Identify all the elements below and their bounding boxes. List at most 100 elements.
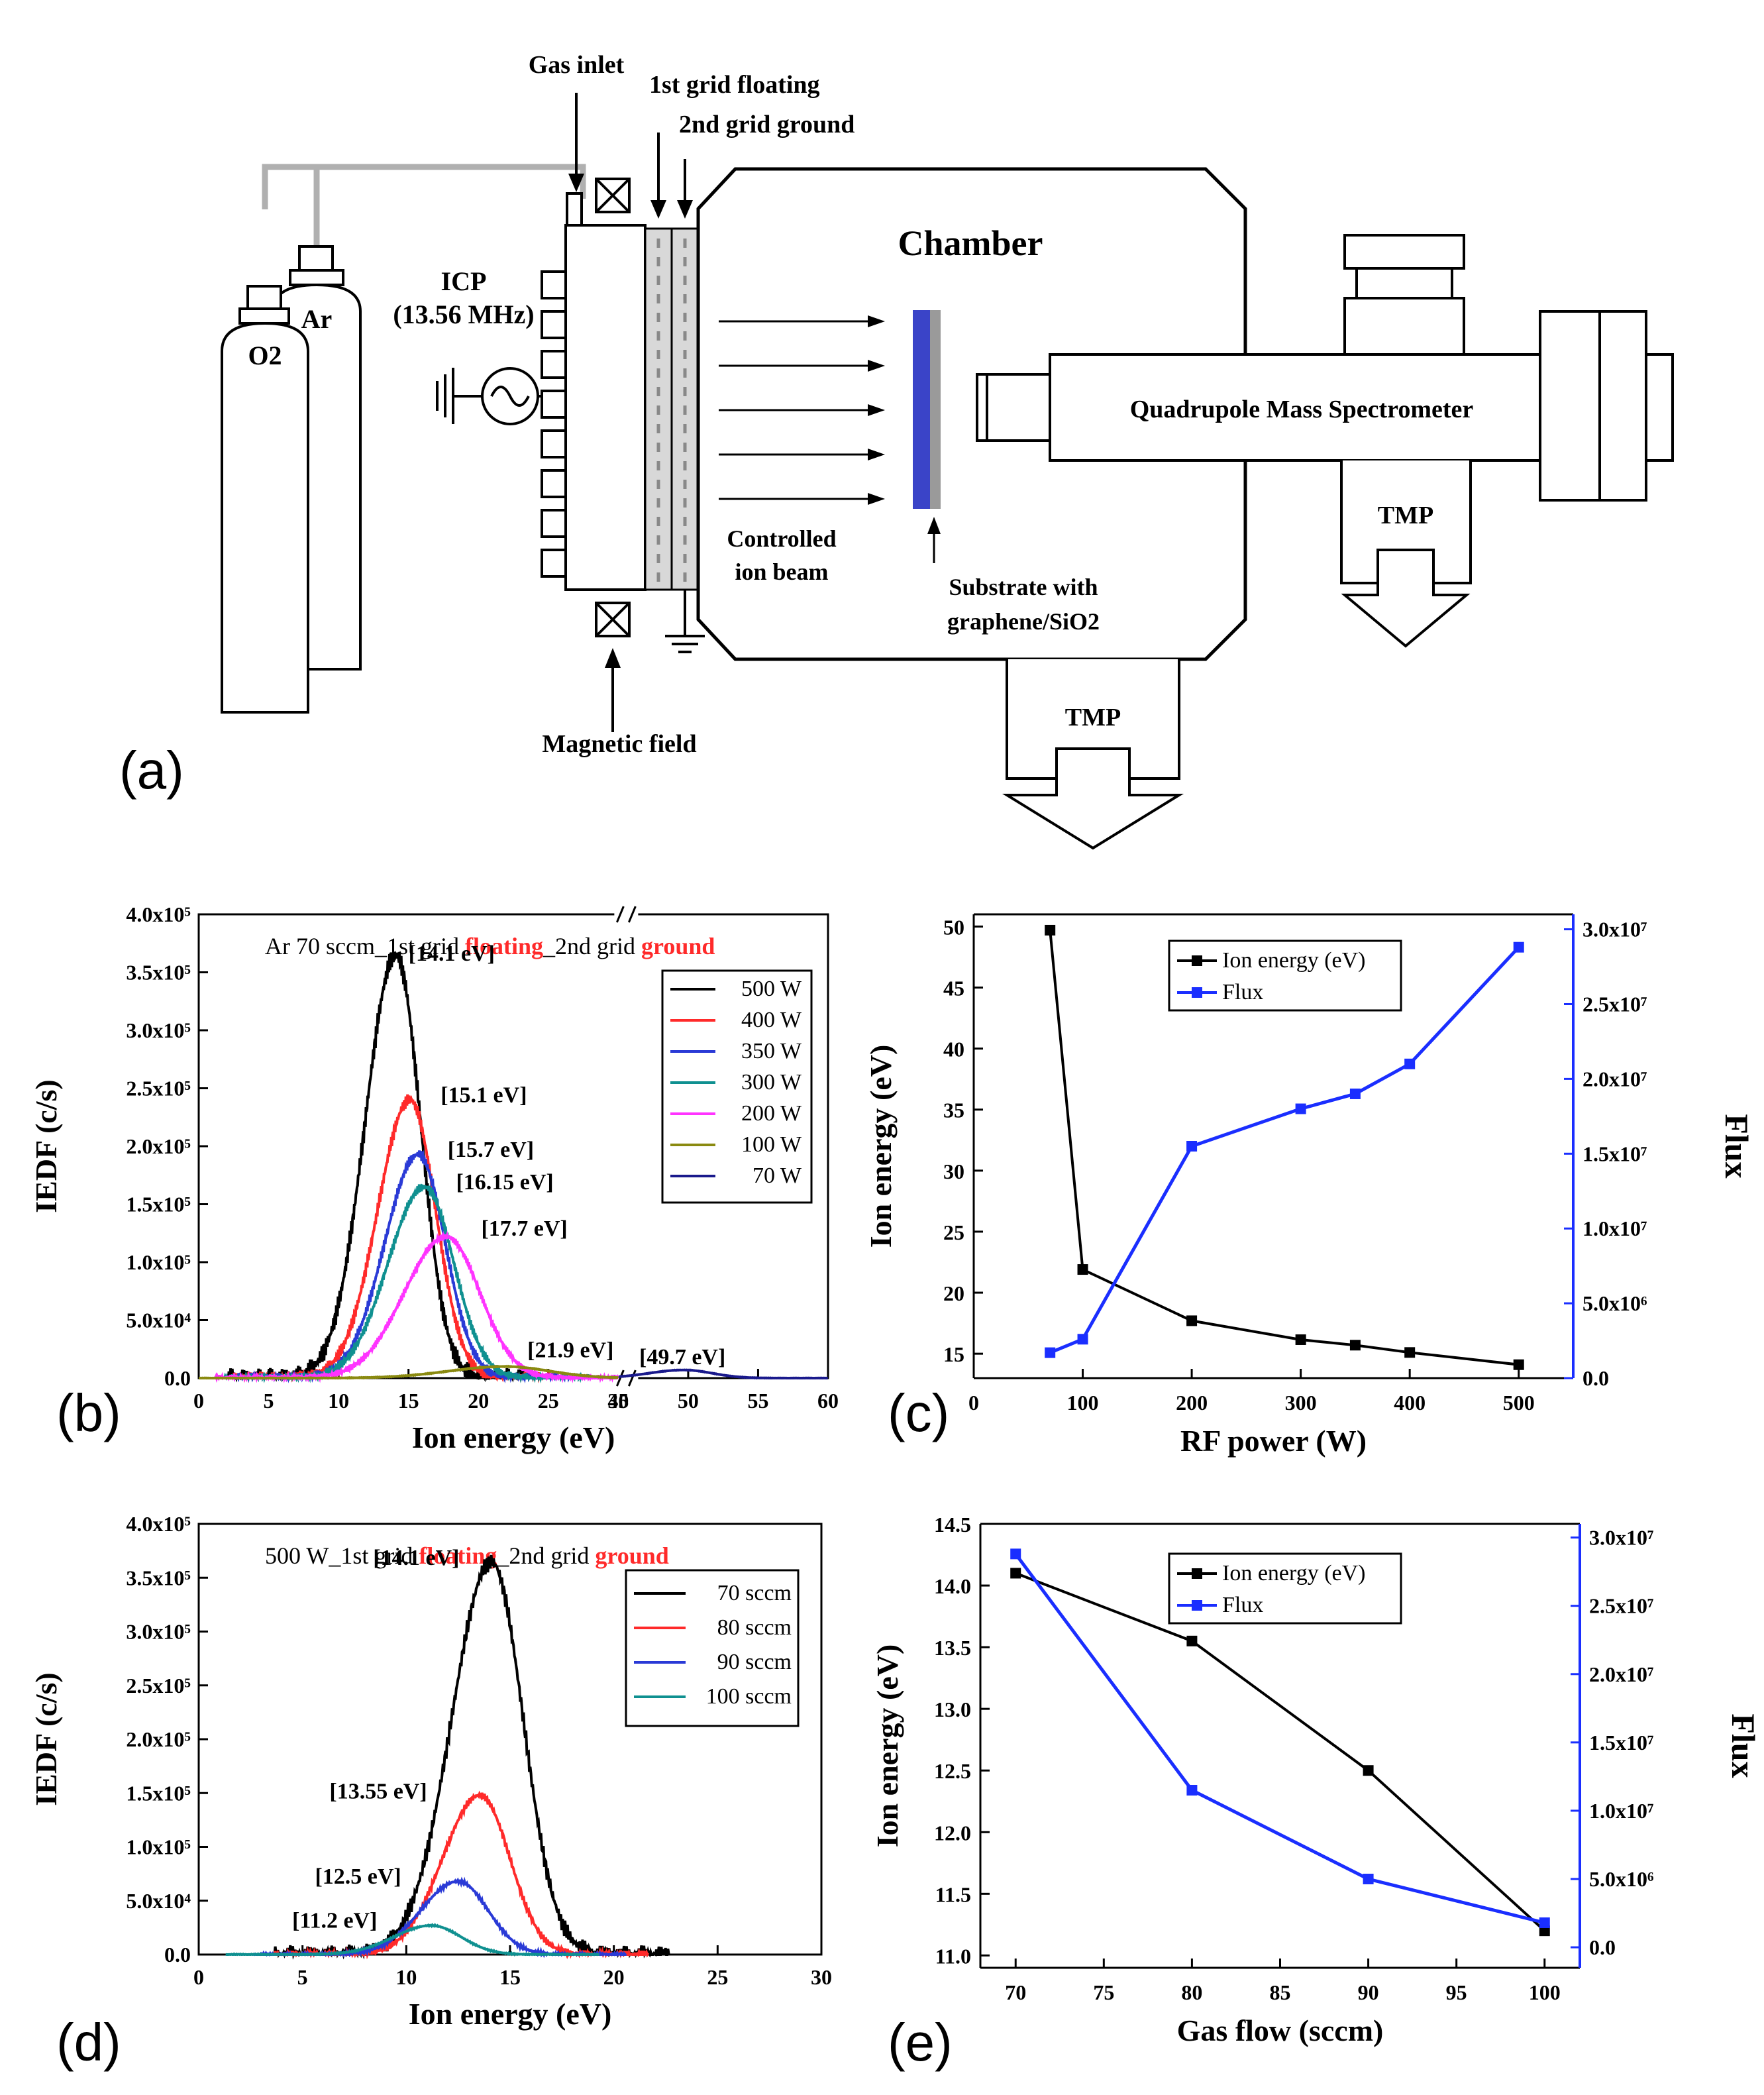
y-tick-label: 2.5x10⁵: [126, 1674, 191, 1697]
legend-entry: 80 sccm: [717, 1615, 792, 1640]
x-tick-label: 0: [193, 1965, 204, 1989]
controlled-label-line1: Controlled: [727, 525, 836, 552]
y-tick-label: 5.0x10⁴: [126, 1889, 191, 1913]
chart-title: Ar 70 sccm_1st grid floating_2nd grid gr…: [265, 933, 715, 959]
controlled-label-line2: ion beam: [735, 559, 828, 585]
legend-entry: 100 W: [741, 1132, 802, 1157]
title-part: Ar 70 sccm_1st grid: [265, 933, 465, 959]
data-point-flux: [1539, 1917, 1550, 1928]
x-tick-label: 100: [1529, 1980, 1561, 2004]
y-tick-label: 1.5x10⁵: [126, 1781, 191, 1805]
chart-title: 500 W_1st grid floating_2nd grid ground: [265, 1542, 669, 1569]
y-tick-label: 11.5: [935, 1882, 971, 1906]
panel-label-d: (d): [56, 2013, 121, 2072]
title-part: ground: [595, 1542, 668, 1569]
x-tick-label: 75: [1093, 1980, 1114, 2004]
data-point-ion-energy: [1186, 1635, 1198, 1646]
series-line-70-W: [618, 1368, 828, 1380]
icp-frequency-label: (13.56 MHz): [393, 299, 534, 329]
panel-label-a: (a): [119, 741, 184, 800]
x-tick-label: 20: [468, 1389, 489, 1413]
qms-label: Quadrupole Mass Spectrometer: [1130, 396, 1474, 423]
x-tick-label: 300: [1285, 1391, 1317, 1415]
y-tick-label: 14.5: [934, 1513, 971, 1536]
data-point-flux: [1010, 1548, 1021, 1560]
y2-tick-label: 1.5x10⁷: [1582, 1142, 1647, 1165]
legend-box: [625, 1569, 800, 1727]
legend-box: [1168, 1552, 1402, 1625]
title-part: _2nd grid: [543, 933, 641, 959]
data-point-ion-energy: [1349, 1340, 1361, 1351]
chart-d: 0 5 10 15 20 25 30 0.0 5.0x10⁴ 1.0x10⁵ 1.5x10⁵ 2.0x…: [29, 1512, 832, 2031]
y-tick-label: 4.0x10⁵: [126, 902, 191, 926]
gas-inlet-label: Gas inlet: [529, 51, 625, 79]
x-tick-label: 25: [538, 1389, 559, 1413]
y-tick-label: 0.0: [164, 1943, 191, 1966]
data-point-flux: [1295, 1103, 1306, 1114]
y-tick-label: 2.5x10⁵: [126, 1077, 191, 1101]
legend-entry: 400 W: [741, 1008, 802, 1032]
y-axis-label: IEDF (c/s): [29, 1079, 63, 1212]
y-tick-label: 30: [943, 1159, 964, 1183]
data-point-flux: [1404, 1058, 1416, 1069]
x-tick-label: 25: [707, 1965, 728, 1989]
y-tick-label: 25: [943, 1220, 964, 1244]
y-tick-label: 2.0x10⁵: [126, 1727, 191, 1751]
y-tick-label: 1.0x10⁵: [126, 1250, 191, 1274]
y-tick-label: 3.5x10⁵: [126, 961, 191, 985]
y-tick-label: 15: [943, 1342, 964, 1366]
x-axis-label: Ion energy (eV): [409, 1997, 612, 2031]
y-tick-label: 50: [943, 915, 964, 939]
x-tick-label: 15: [398, 1389, 419, 1413]
peak-annotation: [17.7 eV]: [481, 1216, 567, 1241]
axis-break-mark: [627, 1370, 637, 1387]
x-axis-label: RF power (W): [1180, 1424, 1367, 1458]
data-point-ion-energy: [1363, 1765, 1374, 1776]
x-tick-label: 60: [817, 1389, 839, 1413]
legend-entry: 300 W: [741, 1070, 802, 1095]
data-point-ion-energy: [1045, 924, 1056, 936]
mass-spectrometer: [976, 234, 1674, 648]
substrate-label-line1: Substrate with: [949, 574, 1098, 600]
legend-marker: [1192, 1568, 1202, 1579]
series-line-flux: [1014, 1552, 1545, 1925]
x-tick-label: 0: [193, 1389, 204, 1413]
x-tick-label: 90: [1358, 1980, 1379, 2004]
y2-tick-label: 2.5x10⁷: [1582, 992, 1647, 1016]
y-tick-label: 35: [943, 1099, 964, 1122]
y-tick-label: 1.0x10⁵: [126, 1835, 191, 1859]
panel-label-c: (c): [888, 1383, 949, 1442]
panel-label-b: (b): [56, 1383, 121, 1442]
data-point-ion-energy: [1077, 1264, 1088, 1275]
schematic: Gas inlet Ar O2 ICP (13.56 MHz): [221, 51, 1674, 850]
x-tick-label: 20: [603, 1965, 625, 1989]
grids: [644, 227, 700, 591]
title-part: floating: [465, 933, 543, 959]
x-tick-label: 70: [1005, 1980, 1026, 2004]
y-tick-label: 3.5x10⁵: [126, 1566, 191, 1589]
substrate-label-line2: graphene/SiO2: [947, 608, 1100, 635]
title-part: 500 W_1st grid: [265, 1542, 419, 1569]
x-tick-label: 95: [1446, 1980, 1467, 2004]
x-tick-label: 5: [297, 1965, 308, 1989]
y-tick-label: 11.0: [935, 1944, 971, 1968]
legend-marker: [1192, 955, 1202, 966]
series-line-70-sccm: [273, 1554, 670, 1960]
legend-entry: Ion energy (eV): [1222, 948, 1366, 973]
substrate: [913, 310, 941, 509]
ground-icon: [665, 590, 705, 653]
data-point-flux: [1186, 1141, 1198, 1152]
x-tick-label: 5: [264, 1389, 274, 1413]
y2-axis-label: Flux: [1725, 1713, 1762, 1778]
y2-tick-label: 2.5x10⁷: [1589, 1594, 1654, 1618]
icp-label: ICP: [441, 266, 487, 296]
series-line-ion-energy: [1015, 1572, 1546, 1932]
y-tick-label: 4.0x10⁵: [126, 1512, 191, 1536]
x-tick-label: 85: [1270, 1980, 1291, 2004]
legend-box: [1168, 940, 1402, 1012]
data-point-flux: [1077, 1334, 1088, 1345]
y2-tick-label: 1.0x10⁷: [1582, 1216, 1647, 1240]
y-axis-label: Ion energy (eV): [864, 1045, 898, 1248]
o2-label: O2: [248, 341, 282, 370]
